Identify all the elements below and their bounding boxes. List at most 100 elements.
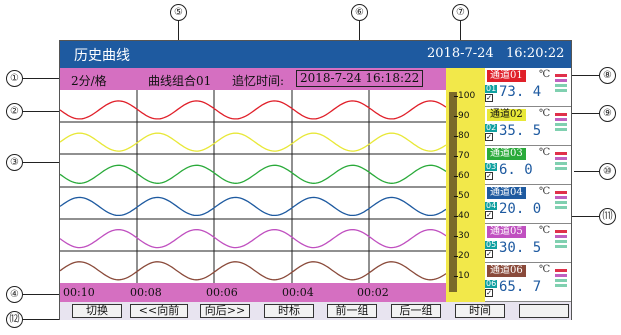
channel-divider bbox=[485, 223, 571, 224]
value-scale-bar: 100 90 80 70 60 50 40 30 20 10 bbox=[446, 68, 485, 302]
channel-value: 20. 0 bbox=[499, 201, 542, 217]
callout-2-line bbox=[23, 111, 60, 112]
callout-8-line bbox=[548, 75, 599, 76]
channel-visible-checkbox[interactable]: ✓ bbox=[485, 172, 493, 180]
soft-key-bar: 切换 <<向前 向后>> 时标 前一组 后一组 时间 bbox=[60, 302, 571, 320]
channel-visible-checkbox[interactable]: ✓ bbox=[485, 211, 493, 219]
current-date: 2018-7-24 bbox=[427, 46, 494, 61]
channel-divider bbox=[485, 106, 571, 107]
channel-value: 35. 5 bbox=[499, 123, 542, 139]
curve-group-label[interactable]: 曲线组合01 bbox=[148, 74, 212, 88]
callout-10-line bbox=[574, 171, 599, 172]
channel-name: 通道01 bbox=[487, 70, 526, 82]
channel-curve bbox=[59, 261, 447, 281]
channel-number: 04 bbox=[485, 201, 498, 210]
scale-tick: 10 bbox=[453, 271, 470, 281]
channel-card[interactable]: 通道01 ℃ 01 ✓ 73. 4 bbox=[485, 68, 571, 107]
callout-9: ⑨ bbox=[599, 105, 616, 122]
channel-curve bbox=[59, 132, 447, 152]
channel-divider bbox=[485, 301, 571, 302]
channel-card[interactable]: 通道03 ℃ 03 ✓ 6. 0 bbox=[485, 146, 571, 185]
callout-10: ⑩ bbox=[599, 163, 616, 180]
callout-4: ④ bbox=[6, 286, 23, 303]
time-label: 00:02 bbox=[357, 286, 389, 299]
channel-curve bbox=[59, 196, 447, 217]
channel-color-legend-icon bbox=[555, 230, 567, 250]
channel-divider bbox=[485, 145, 571, 146]
callout-5: ⑤ bbox=[170, 4, 187, 21]
page-backward-button[interactable]: <<向前 bbox=[130, 304, 188, 318]
time-scale-label[interactable]: 2分/格 bbox=[71, 74, 107, 88]
scale-tick: 100 bbox=[453, 91, 476, 101]
channel-number: 05 bbox=[485, 240, 498, 249]
channel-card[interactable]: 通道05 ℃ 05 ✓ 30. 5 bbox=[485, 224, 571, 263]
callout-11: ⑾ bbox=[599, 208, 616, 225]
channel-curve bbox=[59, 164, 447, 184]
current-time: 16:20:22 bbox=[506, 46, 565, 61]
channel-unit: ℃ bbox=[539, 186, 551, 197]
channel-divider bbox=[485, 262, 571, 263]
recall-time-value[interactable]: 2018-7-24 16:18:22 bbox=[296, 70, 424, 87]
time-label: 00:04 bbox=[282, 286, 314, 299]
blank-soft-key[interactable] bbox=[519, 304, 569, 318]
time-label: 00:10 bbox=[63, 286, 95, 299]
previous-group-button[interactable]: 前一组 bbox=[327, 304, 377, 318]
channel-name: 通道04 bbox=[487, 187, 526, 199]
page-forward-button[interactable]: 向后>> bbox=[200, 304, 250, 318]
channel-visible-checkbox[interactable]: ✓ bbox=[485, 133, 493, 141]
channel-card[interactable]: 通道02 ℃ 02 ✓ 35. 5 bbox=[485, 107, 571, 146]
channel-curve bbox=[59, 228, 447, 249]
scale-tick: 70 bbox=[453, 151, 470, 161]
plot-grid bbox=[60, 90, 446, 283]
channel-panel: 通道01 ℃ 01 ✓ 73. 4 通道02 ℃ 02 ✓ 35. 5 通道03 ℃ 03 ✓ 6. 0 通道… bbox=[485, 68, 571, 302]
next-group-button[interactable]: 后一组 bbox=[391, 304, 441, 318]
time-mark-button[interactable]: 时标 bbox=[264, 304, 314, 318]
channel-unit: ℃ bbox=[539, 264, 551, 275]
channel-number: 01 bbox=[485, 84, 498, 93]
channel-color-legend-icon bbox=[555, 191, 567, 211]
scale-tick: 60 bbox=[453, 171, 470, 181]
channel-unit: ℃ bbox=[539, 147, 551, 158]
channel-card[interactable]: 通道04 ℃ 04 ✓ 20. 0 bbox=[485, 185, 571, 224]
scale-tick: 40 bbox=[453, 211, 470, 221]
channel-visible-checkbox[interactable]: ✓ bbox=[485, 289, 493, 297]
channel-unit: ℃ bbox=[539, 108, 551, 119]
curves bbox=[59, 100, 447, 281]
callout-8: ⑧ bbox=[599, 67, 616, 84]
callout-6: ⑥ bbox=[351, 4, 368, 21]
channel-number: 02 bbox=[485, 123, 498, 132]
channel-value: 6. 0 bbox=[499, 162, 533, 178]
channel-visible-checkbox[interactable]: ✓ bbox=[485, 250, 493, 258]
channel-visible-checkbox[interactable]: ✓ bbox=[485, 94, 493, 102]
time-label: 00:08 bbox=[130, 286, 162, 299]
title-bar: 历史曲线 2018-7-24 16:20:22 bbox=[60, 41, 571, 68]
channel-value: 73. 4 bbox=[499, 84, 542, 100]
channel-color-legend-icon bbox=[555, 152, 567, 172]
time-button[interactable]: 时间 bbox=[455, 304, 505, 318]
scale-fill-bar bbox=[449, 92, 457, 292]
callout-1: ① bbox=[6, 70, 23, 87]
channel-number: 06 bbox=[485, 279, 498, 288]
channel-curve bbox=[59, 100, 447, 120]
switch-button[interactable]: 切换 bbox=[72, 304, 122, 318]
scale-tick: 90 bbox=[453, 111, 470, 121]
channel-name: 通道03 bbox=[487, 148, 526, 160]
callout-9-line bbox=[548, 113, 599, 114]
scale-tick: 80 bbox=[453, 131, 470, 141]
callout-3: ③ bbox=[6, 154, 23, 171]
callout-12: ⑿ bbox=[6, 311, 23, 328]
time-label: 00:06 bbox=[206, 286, 238, 299]
scale-tick: 30 bbox=[453, 231, 470, 241]
recall-time-label: 追忆时间: bbox=[232, 74, 285, 88]
channel-value: 65. 7 bbox=[499, 279, 542, 295]
channel-color-legend-icon bbox=[555, 113, 567, 133]
callout-4-line bbox=[23, 294, 60, 295]
channel-divider bbox=[485, 184, 571, 185]
channel-value: 30. 5 bbox=[499, 240, 542, 256]
channel-color-legend-icon bbox=[555, 74, 567, 94]
callout-3-line bbox=[23, 162, 60, 163]
info-bar: 2分/格 曲线组合01 追忆时间: 2018-7-24 16:18:22 bbox=[60, 68, 446, 90]
callout-1-line bbox=[23, 78, 60, 79]
scale-tick: 20 bbox=[453, 251, 470, 261]
channel-card[interactable]: 通道06 ℃ 06 ✓ 65. 7 bbox=[485, 263, 571, 302]
